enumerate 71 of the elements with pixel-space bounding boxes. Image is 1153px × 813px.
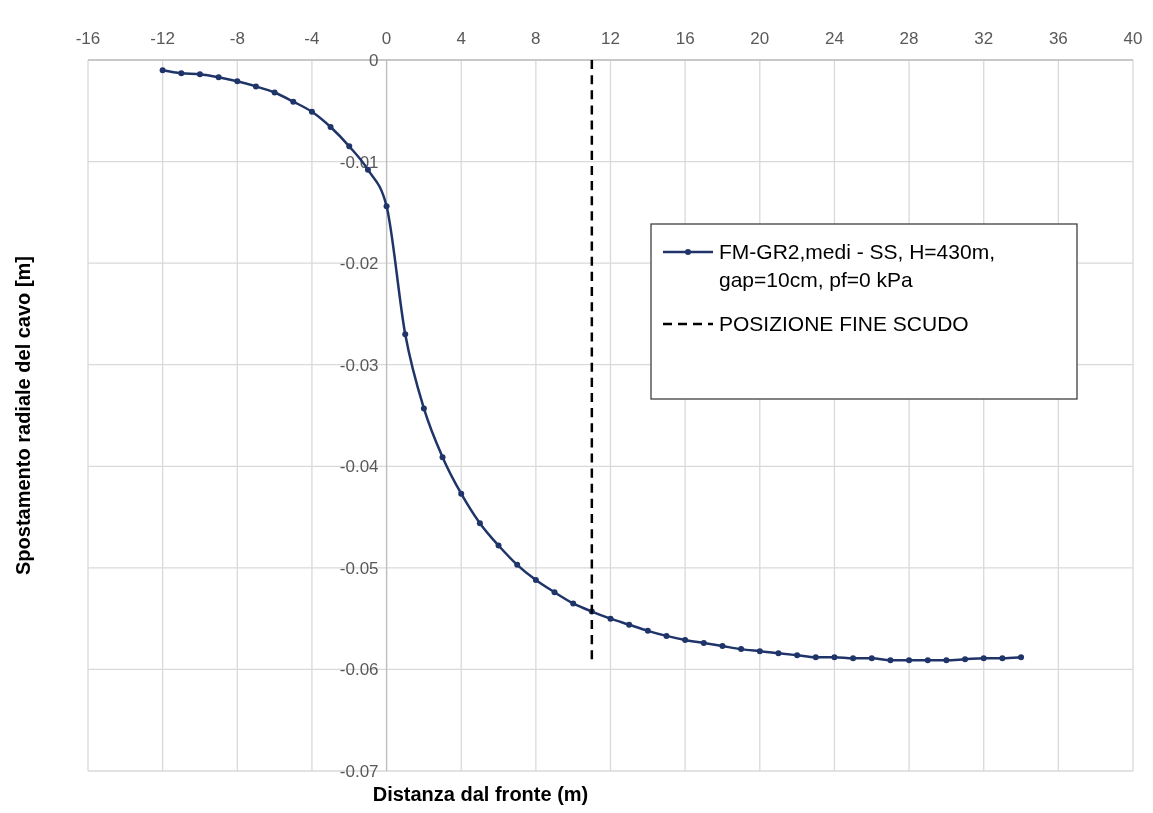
point (476, 520, 483, 527)
point (812, 654, 819, 661)
point (159, 67, 166, 74)
point (178, 70, 185, 77)
x-tick-label: -12 (150, 29, 175, 48)
x-tick-label: 20 (750, 29, 770, 48)
point (439, 454, 446, 461)
point (271, 89, 278, 96)
y-tick-label: -0.02 (339, 254, 379, 274)
point (738, 646, 745, 653)
y-tick-label: -0.06 (339, 660, 379, 680)
point (887, 657, 894, 664)
point (719, 643, 726, 650)
point (999, 655, 1006, 662)
y-tick-label: -0.07 (339, 762, 379, 781)
point (551, 589, 558, 596)
point (924, 657, 931, 664)
legend-label: POSIZIONE FINE SCUDO (719, 312, 969, 335)
point (346, 143, 353, 150)
point (794, 652, 801, 659)
x-tick-label: -8 (229, 29, 245, 48)
point (626, 621, 633, 628)
point (290, 98, 297, 105)
point (756, 648, 763, 655)
point (607, 615, 614, 622)
point (1018, 654, 1025, 661)
point (458, 490, 465, 497)
y-tick-label: -0.03 (339, 355, 379, 375)
x-tick-label: 32 (974, 29, 994, 48)
point (962, 656, 969, 663)
point (495, 542, 502, 549)
x-tick-label: 28 (899, 29, 919, 48)
point (514, 561, 521, 568)
point (663, 632, 670, 639)
y-axis-title: Spostamento radiale del cavo [m] (12, 256, 34, 575)
point (252, 83, 259, 90)
legend-label: FM-GR2,medi - SS, H=430m, gap=10cm, pf=0 kPa (719, 240, 995, 291)
x-tick-label: 12 (601, 29, 620, 48)
x-tick-label: 4 (456, 29, 466, 48)
point (383, 203, 390, 210)
x-tick-label: 0 (381, 29, 392, 48)
point (644, 627, 651, 634)
x-tick-label: 16 (675, 29, 695, 48)
x-tick-label: 36 (1048, 29, 1068, 48)
y-tick-label: 0 (369, 51, 379, 70)
point (532, 577, 539, 584)
point (943, 657, 950, 664)
point (775, 650, 782, 657)
y-tick-label: -0.05 (339, 558, 379, 578)
point (682, 636, 689, 643)
y-tick-label: -0.04 (339, 457, 379, 477)
point (570, 600, 577, 607)
x-tick-label: -4 (304, 29, 320, 48)
point (308, 108, 315, 115)
x-tick-label: 8 (531, 29, 541, 48)
x-tick-label: -16 (75, 29, 101, 48)
point (980, 655, 987, 662)
point (196, 71, 203, 78)
x-tick-label: 40 (1123, 29, 1143, 48)
x-axis-title: Distanza dal fronte (m) (372, 783, 589, 805)
point (234, 78, 241, 85)
point (850, 655, 857, 662)
point (327, 124, 334, 131)
point (700, 640, 707, 647)
point (868, 655, 875, 662)
point (402, 331, 409, 338)
point (420, 405, 427, 412)
point (831, 654, 838, 661)
point (906, 657, 913, 664)
x-tick-label: 24 (824, 29, 844, 48)
point (215, 74, 222, 81)
